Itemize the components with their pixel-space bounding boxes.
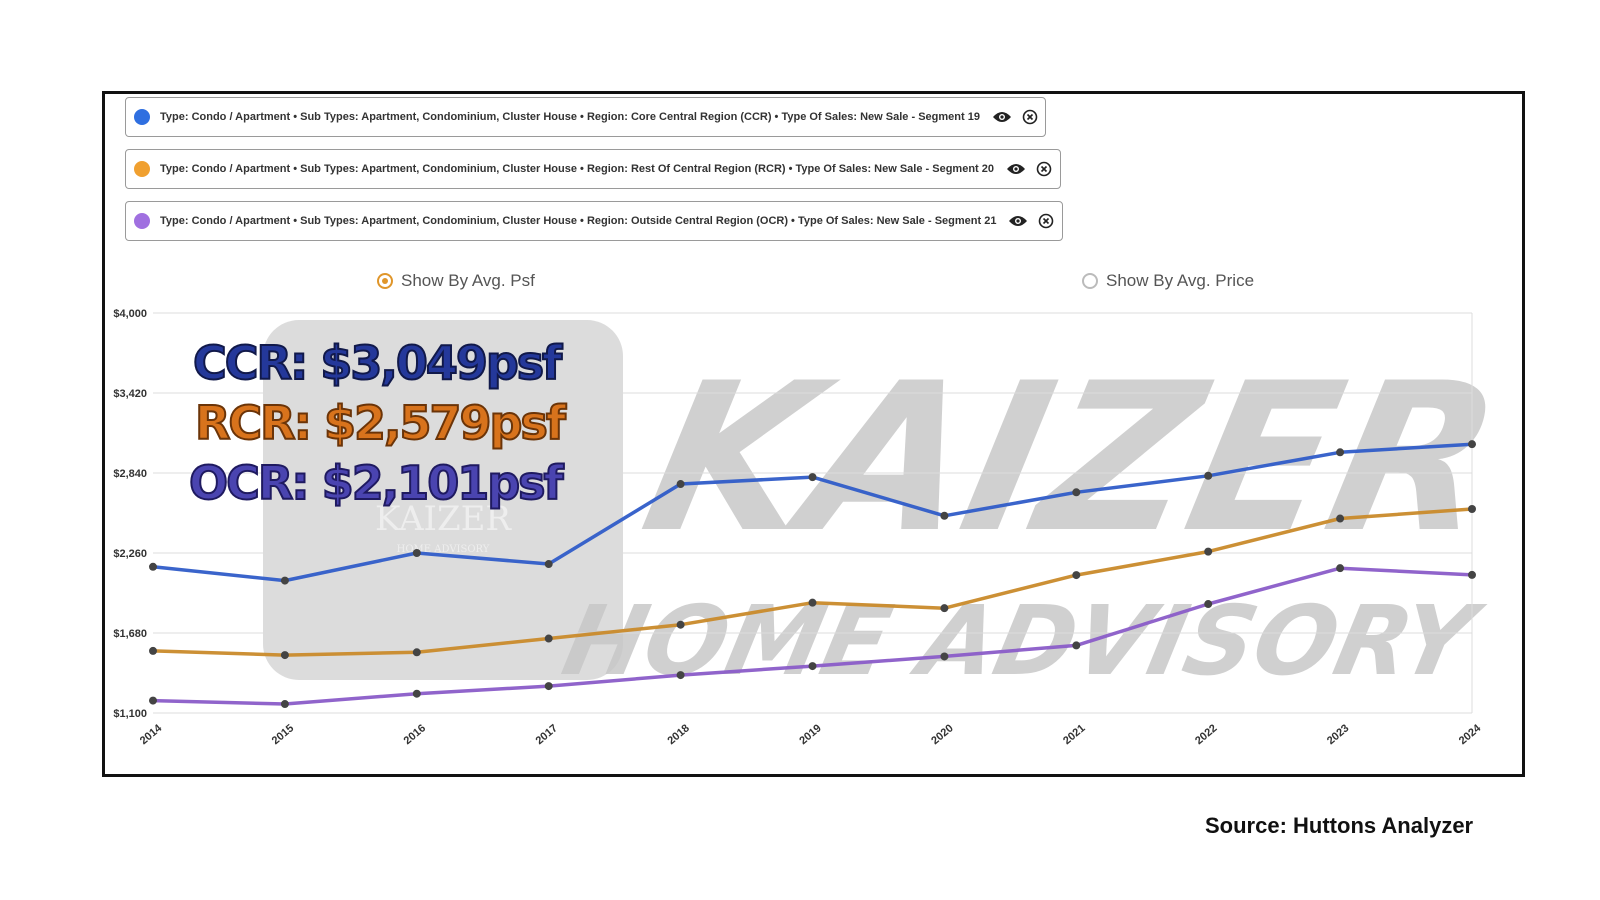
x-tick-label: 2019: [797, 722, 823, 747]
close-icon[interactable]: [1036, 161, 1052, 177]
x-tick-label: 2017: [534, 722, 560, 747]
watermark-logo-sub: HOME ADVISORY: [397, 544, 490, 555]
watermark-text-home-advisory: HOME ADVISORY: [554, 585, 1492, 697]
overlay-rcr-price: RCR: $2,579psf: [195, 396, 567, 450]
line-chart: KAIZER HOME ADVISORY KAIZER HOME ADVISOR…: [113, 308, 1518, 747]
data-point-ccr: [676, 480, 685, 489]
data-point-rcr: [544, 634, 553, 643]
data-point-rcr: [1072, 571, 1081, 580]
segment-label: Type: Condo / Apartment • Sub Types: Apa…: [160, 163, 994, 175]
data-point-rcr: [676, 620, 685, 629]
data-point-rcr: [149, 646, 157, 655]
eye-icon[interactable]: [1006, 162, 1026, 176]
segment-color-dot: [134, 213, 150, 229]
x-tick-label: 2023: [1325, 722, 1351, 747]
data-point-ocr: [808, 662, 817, 671]
data-point-rcr: [1204, 547, 1213, 556]
eye-icon[interactable]: [1008, 214, 1028, 228]
data-point-ocr: [544, 682, 553, 691]
data-point-ocr: [1204, 600, 1213, 609]
watermark-text-kaizer: KAIZER: [627, 339, 1518, 577]
data-point-rcr: [1468, 505, 1476, 513]
data-point-ocr: [280, 700, 289, 709]
x-tick-label: 2020: [929, 722, 955, 747]
data-point-ccr: [1468, 440, 1476, 449]
data-point-ccr: [149, 562, 157, 571]
chart-frame: Type: Condo / Apartment • Sub Types: Apa…: [102, 91, 1525, 777]
x-tick-label: 2024: [1457, 722, 1484, 747]
data-point-ccr: [1336, 448, 1345, 457]
overlay-summary: CCR: $3,049psf RCR: $2,579psf OCR: $2,10…: [188, 335, 570, 511]
x-tick-label: 2021: [1061, 722, 1087, 747]
close-icon[interactable]: [1022, 109, 1038, 125]
x-tick-label: 2018: [665, 722, 691, 747]
x-tick-label: 2022: [1193, 722, 1219, 747]
radio-label: Show By Avg. Psf: [401, 271, 535, 290]
data-point-rcr: [1336, 514, 1345, 523]
watermark-logo-box: [263, 320, 623, 680]
segment-row-ccr: Type: Condo / Apartment • Sub Types: Apa…: [125, 97, 1046, 137]
watermark-logo-text: KAIZER: [375, 499, 512, 539]
segment-color-dot: [134, 161, 150, 177]
data-point-rcr: [280, 651, 289, 660]
source-caption: Source: Huttons Analyzer: [1205, 813, 1474, 838]
data-point-ocr: [940, 652, 949, 661]
radio-label: Show By Avg. Price: [1106, 271, 1255, 290]
overlay-ccr-price: CCR: $3,049psf: [193, 336, 563, 390]
radio-unselected-icon: [1082, 273, 1098, 289]
y-tick-label: $4,000: [113, 308, 147, 320]
y-tick-label: $2,260: [113, 548, 147, 560]
data-point-ccr: [280, 576, 289, 585]
data-point-rcr: [940, 604, 949, 613]
y-tick-label: $2,840: [113, 468, 147, 480]
data-point-ocr: [1072, 641, 1081, 650]
segment-color-dot: [134, 109, 150, 125]
data-point-ccr: [544, 560, 553, 569]
data-point-ccr: [1072, 488, 1081, 497]
data-point-rcr: [808, 598, 817, 607]
radio-show-by-avg-psf[interactable]: Show By Avg. Psf: [377, 271, 535, 291]
segment-row-ocr: Type: Condo / Apartment • Sub Types: Apa…: [125, 201, 1063, 241]
data-point-ocr: [1468, 570, 1476, 579]
y-tick-label: $1,680: [113, 628, 147, 640]
data-point-ocr: [1336, 564, 1345, 573]
close-icon[interactable]: [1038, 213, 1054, 229]
data-point-ccr: [412, 549, 421, 557]
segment-label: Type: Condo / Apartment • Sub Types: Apa…: [160, 111, 980, 123]
data-point-ocr: [412, 689, 421, 698]
radio-selected-icon: [377, 273, 393, 289]
radio-show-by-avg-price[interactable]: Show By Avg. Price: [1082, 271, 1254, 291]
data-point-ocr: [149, 696, 157, 705]
y-tick-label: $3,420: [113, 388, 147, 400]
data-point-ocr: [676, 671, 685, 680]
overlay-ocr-price: OCR: $2,101psf: [189, 456, 565, 510]
watermark: KAIZER HOME ADVISORY KAIZER HOME ADVISOR…: [263, 320, 1518, 697]
data-point-ccr: [808, 473, 817, 482]
data-point-ccr: [1204, 471, 1213, 480]
data-point-rcr: [412, 648, 421, 657]
x-tick-label: 2015: [270, 722, 296, 747]
x-tick-label: 2016: [402, 722, 428, 747]
x-tick-label: 2014: [138, 722, 165, 747]
segment-label: Type: Condo / Apartment • Sub Types: Apa…: [160, 215, 997, 227]
data-point-ccr: [940, 511, 949, 520]
segment-row-rcr: Type: Condo / Apartment • Sub Types: Apa…: [125, 149, 1061, 189]
y-tick-label: $1,100: [113, 708, 147, 720]
eye-icon[interactable]: [992, 110, 1012, 124]
